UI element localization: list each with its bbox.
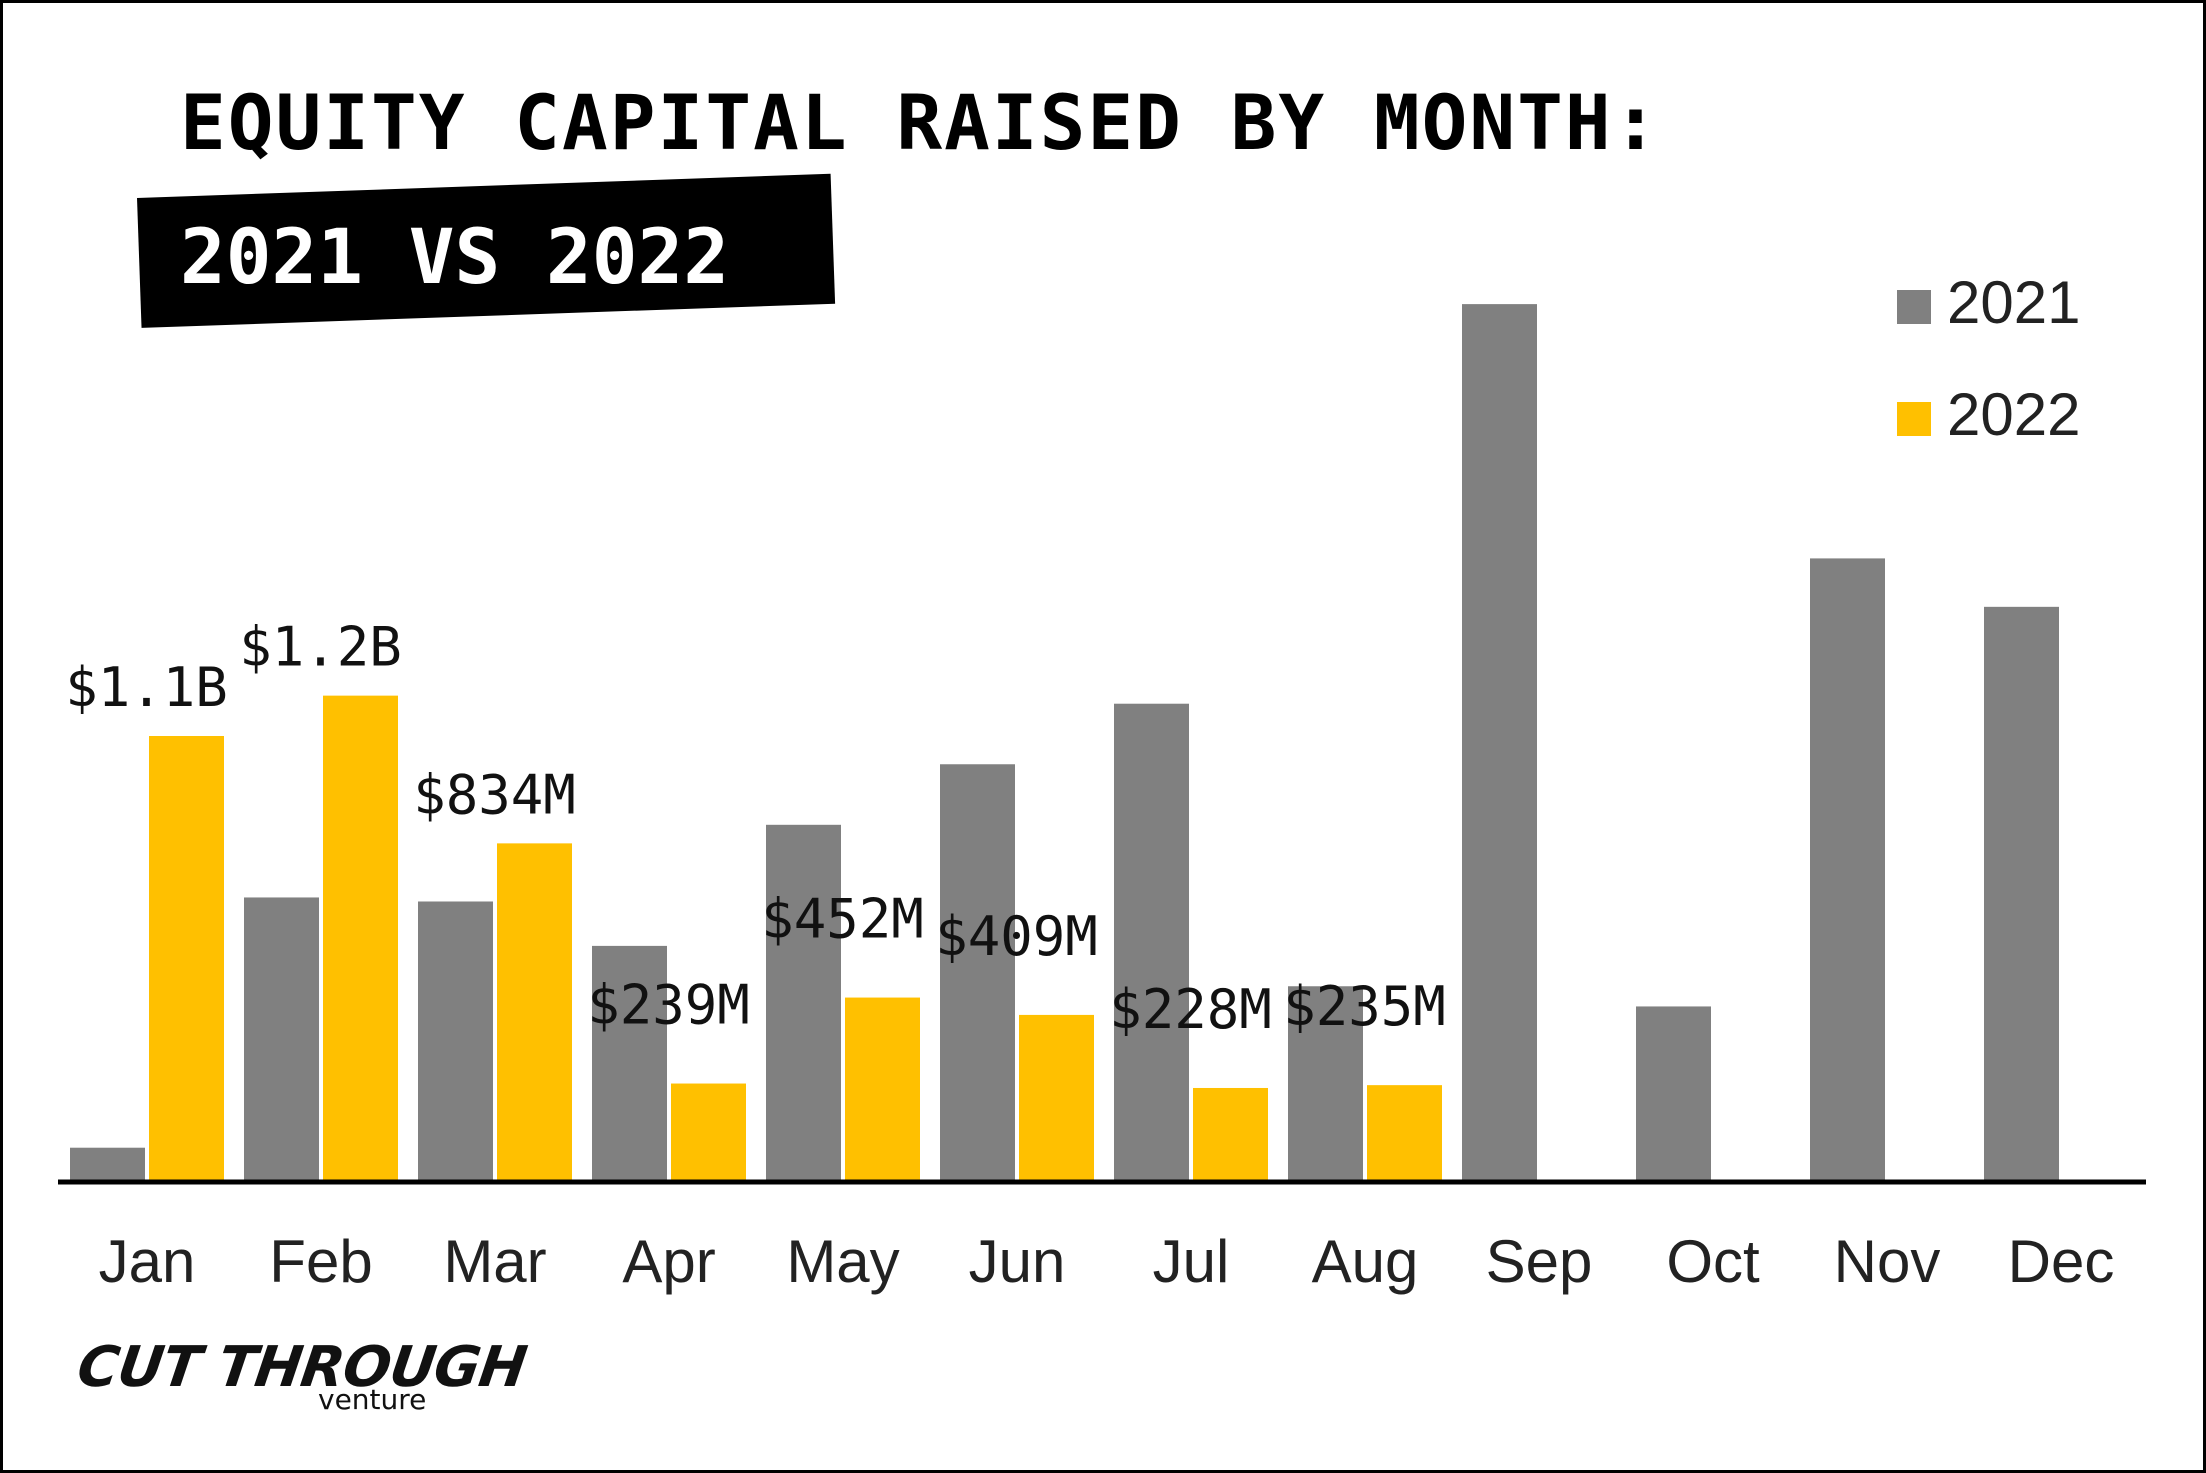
- bar-2021-jul: [1114, 703, 1189, 1180]
- x-tick-label-oct: Oct: [1666, 1228, 1760, 1295]
- data-label-2022-jan: $1.1B: [65, 656, 228, 719]
- data-label-2022-may: $452M: [761, 888, 924, 951]
- x-tick-label-sep: Sep: [1486, 1228, 1593, 1295]
- data-label-2022-aug: $235M: [1283, 975, 1446, 1038]
- bar-2021-oct: [1636, 1006, 1711, 1180]
- bar-2022-aug: [1367, 1085, 1442, 1180]
- data-label-2022-jul: $228M: [1109, 978, 1272, 1041]
- brand-logo-main: CUT THROUGH: [73, 1335, 530, 1400]
- bar-2021-jun: [940, 764, 1015, 1180]
- legend-swatch-2021: [1897, 290, 1931, 324]
- chart-title: EQUITY CAPITAL RAISED BY MONTH:: [180, 78, 1661, 167]
- x-tick-label-apr: Apr: [622, 1228, 715, 1295]
- brand-logo: CUT THROUGH venture: [73, 1335, 530, 1416]
- bar-2022-feb: [323, 695, 398, 1180]
- brand-logo-sub: venture: [318, 1383, 427, 1416]
- bar-2021-may: [766, 824, 841, 1180]
- data-label-2022-feb: $1.2B: [239, 616, 402, 679]
- legend-label-2021: 2021: [1947, 269, 2080, 336]
- legend-label-2022: 2022: [1947, 381, 2080, 448]
- x-tick-label-jun: Jun: [969, 1228, 1066, 1295]
- bar-2021-apr: [592, 945, 667, 1180]
- bar-2022-mar: [497, 843, 572, 1180]
- data-label-2022-mar: $834M: [413, 763, 576, 826]
- bar-2022-jan: [149, 736, 224, 1180]
- bar-2021-dec: [1984, 606, 2059, 1180]
- x-tick-label-feb: Feb: [269, 1228, 372, 1295]
- bar-2022-apr: [671, 1083, 746, 1180]
- bar-2022-jun: [1019, 1014, 1094, 1180]
- x-tick-label-nov: Nov: [1834, 1228, 1941, 1295]
- data-label-2022-jun: $409M: [935, 905, 1098, 968]
- legend-swatch-2022: [1897, 402, 1931, 436]
- x-tick-label-dec: Dec: [2008, 1228, 2115, 1295]
- bar-2021-nov: [1810, 558, 1885, 1180]
- chart-subtitle: 2021 VS 2022: [180, 212, 730, 301]
- x-tick-label-may: May: [786, 1228, 899, 1295]
- x-tick-label-aug: Aug: [1312, 1228, 1419, 1295]
- x-tick-label-jan: Jan: [99, 1228, 196, 1295]
- bar-2021-jan: [70, 1147, 145, 1180]
- x-tick-label-jul: Jul: [1153, 1228, 1230, 1295]
- bar-2022-jul: [1193, 1087, 1268, 1180]
- x-tick-label-mar: Mar: [443, 1228, 546, 1295]
- bar-2022-may: [845, 997, 920, 1180]
- bar-2021-aug: [1288, 986, 1363, 1180]
- bar-2021-sep: [1462, 304, 1537, 1180]
- bar-2021-feb: [244, 897, 319, 1180]
- data-label-2022-apr: $239M: [587, 974, 750, 1037]
- bar-2021-mar: [418, 901, 493, 1180]
